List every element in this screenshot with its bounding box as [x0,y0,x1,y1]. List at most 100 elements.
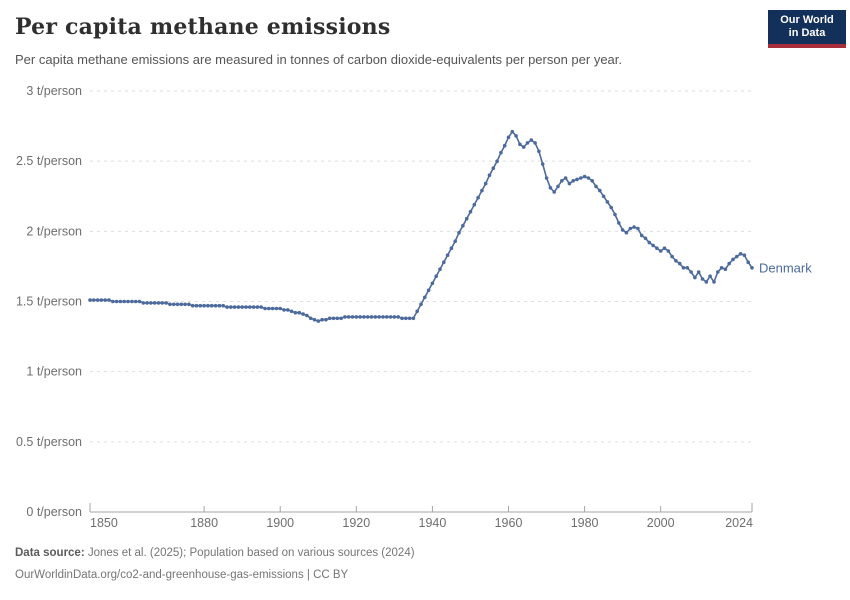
data-point [434,274,439,279]
data-point [632,225,636,229]
data-point [141,301,146,305]
data-point [240,305,244,309]
data-point [396,315,401,319]
data-point [598,188,602,193]
data-point [613,212,617,217]
data-point [183,302,187,307]
x-axis-tick-label: 1960 [495,516,523,530]
footer-link[interactable]: OurWorldinData.org/co2-and-greenhouse-ga… [15,569,349,581]
data-point [312,317,317,322]
data-point [727,261,731,266]
data-point [735,254,739,259]
chart-subtitle: Per capita methane emissions are measure… [15,52,623,67]
data-point [190,303,195,308]
data-point [225,305,229,309]
data-point [708,274,712,279]
data-point [658,249,663,253]
data-point [213,303,218,308]
y-axis-tick-label: 0 t/person [26,505,82,519]
data-point [175,302,180,307]
data-point [164,301,168,305]
data-point [628,226,633,231]
data-point [571,179,575,183]
data-point [137,299,142,304]
data-point [716,270,720,274]
data-point [289,309,294,314]
data-point [468,209,473,214]
x-axis-tick-label: 2024 [725,516,753,530]
data-point [118,299,123,304]
data-point [251,305,256,309]
data-point [145,301,149,305]
owid-logo[interactable]: Our World in Data [768,10,846,48]
data-point [704,280,709,284]
data-point [122,299,126,304]
data-point [472,202,477,207]
data-point [689,270,693,274]
data-point [487,173,492,177]
data-point [575,177,579,182]
data-point [666,249,671,253]
data-point [160,301,165,305]
data-point [316,319,321,323]
data-point [685,266,690,270]
data-point [293,310,298,315]
data-point [582,174,587,179]
owid-logo-line2: in Data [788,27,826,39]
data-point [95,298,100,302]
data-point [670,254,674,259]
x-axis-tick-label: 1980 [571,516,599,530]
data-point [232,305,237,309]
data-point [407,316,412,321]
data-point [430,281,435,286]
data-point [529,138,534,142]
data-point [130,299,134,304]
data-point [263,306,267,311]
data-point [404,316,408,321]
data-point [445,253,450,257]
data-point [537,149,541,154]
owid-logo-line1: Our World [780,14,834,26]
data-point [369,315,374,319]
data-point [521,145,526,149]
data-point [590,179,594,183]
data-point [620,228,625,232]
page-title: Per capita methane emissions [15,14,391,40]
data-point [248,305,252,309]
data-point [655,246,659,250]
data-point [499,150,503,155]
data-point [229,305,233,309]
data-point [586,176,591,180]
data-point [464,216,469,221]
data-point [305,313,309,318]
data-point [339,316,343,321]
x-axis-tick-label: 2000 [647,516,675,530]
data-point [491,166,496,170]
data-point [674,259,678,263]
y-axis-tick-label: 2 t/person [26,224,82,238]
data-point [244,305,248,309]
data-point [362,315,366,319]
data-point [99,298,104,302]
data-point [700,277,705,281]
data-point [552,190,556,194]
data-point [731,257,735,262]
data-point [381,315,385,319]
data-point [453,239,458,243]
data-point [601,194,606,199]
data-point [567,181,572,186]
data-point [259,305,264,309]
data-point [738,252,743,256]
data-point [114,299,119,304]
data-point [400,316,404,321]
data-point [636,226,640,231]
data-point [365,315,370,319]
data-point [693,275,697,280]
data-point [111,299,115,304]
x-axis-tick-label: 1900 [266,516,294,530]
data-point [639,233,644,238]
data-point [221,303,225,308]
data-point [152,301,157,305]
